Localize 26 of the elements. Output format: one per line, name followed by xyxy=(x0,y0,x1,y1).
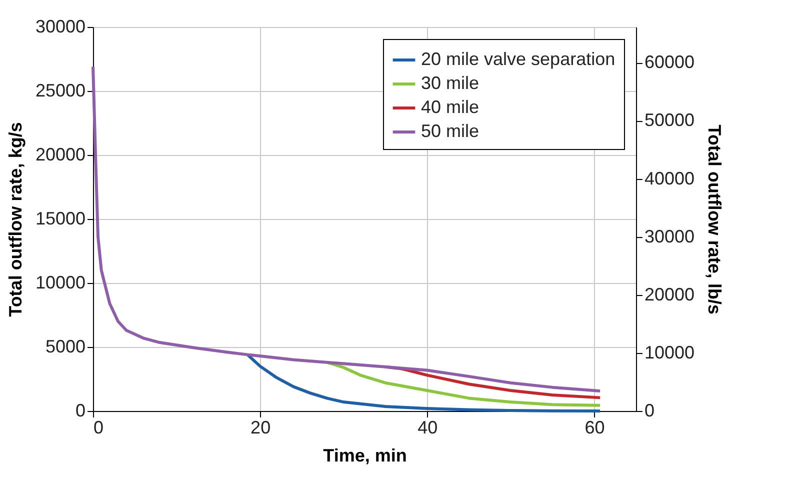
x-tick-label: 60 xyxy=(584,418,605,438)
y2-tick-label: 60000 xyxy=(644,52,695,72)
y-tick-label: 15000 xyxy=(35,208,86,228)
line-series xyxy=(246,353,602,412)
legend-label: 20 mile valve separation xyxy=(421,49,616,69)
x-tick-label: 20 xyxy=(250,418,271,438)
y2-tick-label: 40000 xyxy=(644,168,695,188)
y2-tick-label: 30000 xyxy=(644,226,695,246)
y-tick-label: 0 xyxy=(75,400,86,420)
y-axis-title: Total outflow rate, kg/s xyxy=(5,122,26,317)
y-tick-label: 5000 xyxy=(45,336,86,356)
legend-label: 50 mile xyxy=(421,121,480,141)
y2-tick-label: 50000 xyxy=(644,110,695,130)
y2-tick-label: 0 xyxy=(644,400,655,420)
y-tick-label: 25000 xyxy=(35,80,86,100)
legend-label: 40 mile xyxy=(421,97,480,117)
x-tick-label: 0 xyxy=(94,418,104,438)
y2-tick-label: 10000 xyxy=(644,342,695,362)
x-tick-label: 40 xyxy=(418,418,438,438)
legend-label: 30 mile xyxy=(421,73,480,93)
y2-axis-title: Total outflow rate, lb/s xyxy=(704,124,725,314)
y-tick-label: 30000 xyxy=(35,16,86,36)
y-tick-label: 20000 xyxy=(35,144,86,164)
x-axis-title: Time, min xyxy=(323,446,407,466)
y2-tick-label: 20000 xyxy=(644,284,695,304)
y-tick-label: 10000 xyxy=(35,272,86,292)
